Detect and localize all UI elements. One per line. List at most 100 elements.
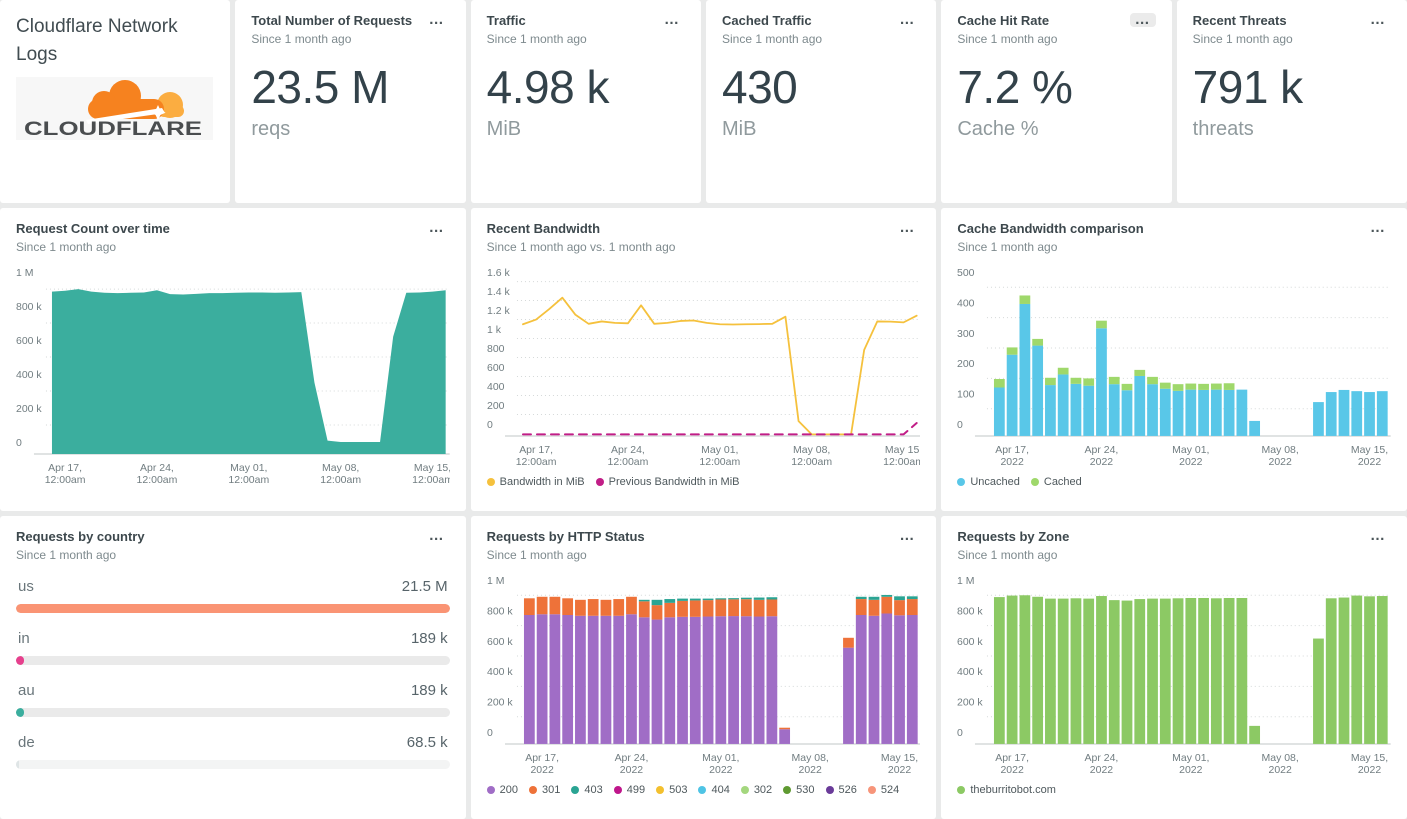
legend-label: Cached: [1043, 476, 1082, 489]
svg-text:2022: 2022: [1179, 765, 1202, 776]
stat-unit: Cache %: [957, 118, 1039, 141]
legend-item-403[interactable]: 403: [571, 784, 603, 796]
country-row-us: us 21.5 M: [16, 578, 450, 614]
country-bar-track: [16, 656, 450, 666]
panel-subtitle: Since 1 month ago: [16, 548, 117, 563]
panel-title: Recent Threats: [1192, 13, 1287, 28]
legend-dot: [957, 478, 966, 487]
svg-text:500: 500: [957, 268, 975, 279]
panel-subtitle: Since 1 month ago: [1192, 32, 1293, 47]
legend-item-404[interactable]: 404: [698, 784, 730, 796]
legend-item-499[interactable]: 499: [613, 784, 646, 797]
panel-title: Traffic: [486, 13, 526, 28]
legend-item-uncached[interactable]: Uncached: [957, 476, 1020, 488]
panel-subtitle: Since 1 month ago: [721, 32, 823, 47]
legend-item-cached[interactable]: Cached: [1030, 476, 1082, 489]
svg-text:200 k: 200 k: [487, 698, 513, 709]
legend-item-theburritobot-com[interactable]: theburritobot.com: [957, 784, 1056, 796]
legend-label: 503: [669, 784, 688, 797]
panel-subtitle: Since 1 month ago: [957, 548, 1058, 563]
legend-item-530[interactable]: 530: [783, 784, 815, 796]
svg-text:12:00am: 12:00am: [412, 475, 450, 486]
svg-text:800 k: 800 k: [487, 607, 513, 618]
svg-text:Apr 24,: Apr 24,: [614, 753, 648, 764]
stat-value: 7.2 %: [957, 61, 1073, 114]
svg-text:2022: 2022: [1001, 765, 1024, 776]
svg-text:800 k: 800 k: [957, 607, 983, 618]
panel-subtitle: Since 1 month ago: [251, 32, 352, 47]
svg-text:Apr 17,: Apr 17,: [519, 445, 553, 456]
legend-dot: [595, 478, 604, 487]
country-bar-track: [16, 604, 450, 614]
svg-text:Apr 17,: Apr 17,: [996, 445, 1030, 456]
country-bar-fill: [16, 656, 24, 666]
svg-text:600: 600: [487, 363, 505, 374]
stat-unit: MiB: [721, 118, 757, 141]
panel-menu-icon[interactable]: …: [1369, 527, 1386, 544]
svg-text:400: 400: [487, 382, 505, 393]
requests-by-zone-legend: theburritobot.com: [957, 784, 1391, 796]
country-rows: us 21.5 M in 189 k au 189 k de 68.5 k: [16, 578, 450, 770]
country-row-in: in 189 k: [16, 630, 450, 666]
panel-menu-icon[interactable]: …: [1369, 11, 1386, 28]
panel-menu-icon[interactable]: …: [899, 11, 916, 28]
legend-item-524[interactable]: 524: [867, 784, 899, 796]
svg-text:0: 0: [957, 728, 963, 739]
panel-title: Requests by HTTP Status: [486, 529, 645, 544]
panel-menu-icon[interactable]: …: [899, 219, 916, 236]
svg-text:1.2 k: 1.2 k: [487, 306, 510, 317]
legend-item-526[interactable]: 526: [825, 784, 857, 796]
legend-dot: [867, 786, 876, 795]
legend-label: Uncached: [970, 476, 1020, 489]
svg-text:200: 200: [957, 359, 975, 370]
panel-menu-icon[interactable]: …: [663, 11, 680, 28]
legend-label: 499: [626, 784, 646, 797]
panel-menu-icon[interactable]: …: [899, 527, 916, 544]
svg-text:Apr 24,: Apr 24,: [140, 463, 174, 474]
svg-text:200 k: 200 k: [16, 404, 42, 415]
country-value: 21.5 M: [401, 578, 448, 596]
country-bar-track: [16, 708, 450, 718]
panel-menu-icon[interactable]: …: [428, 219, 445, 236]
country-value: 189 k: [410, 630, 448, 648]
panel-menu-icon[interactable]: …: [1369, 219, 1386, 236]
svg-text:12:00am: 12:00am: [883, 457, 921, 468]
country-value: 68.5 k: [406, 734, 448, 752]
legend-item-302[interactable]: 302: [740, 784, 772, 796]
country-bar-track: [16, 760, 450, 770]
legend-label: 200: [499, 784, 519, 797]
legend-item-bandwidth-in-mib[interactable]: Bandwidth in MiB: [486, 476, 585, 488]
country-bar-fill: [16, 760, 19, 770]
svg-text:Apr 17,: Apr 17,: [48, 463, 82, 474]
panel-title: Request Count over time: [16, 221, 170, 236]
svg-text:Apr 24,: Apr 24,: [1085, 445, 1119, 456]
panel-menu-icon[interactable]: …: [428, 11, 445, 28]
panel-subtitle: Since 1 month ago: [486, 548, 587, 563]
legend-item-503[interactable]: 503: [656, 784, 687, 796]
panel-cached-traffic: Cached Traffic Since 1 month ago … 430 M…: [705, 0, 937, 203]
svg-text:Apr 17,: Apr 17,: [525, 753, 559, 764]
svg-text:2022: 2022: [530, 765, 553, 776]
svg-text:Apr 24,: Apr 24,: [1085, 753, 1119, 764]
panel-subtitle: Since 1 month ago: [957, 240, 1058, 255]
svg-text:2022: 2022: [1358, 765, 1381, 776]
country-label: us: [18, 578, 34, 596]
svg-text:1 M: 1 M: [16, 268, 33, 279]
panel-dashboard-header: Cloudflare Network Logs CLOUDFLARE: [0, 0, 231, 203]
legend-item-200[interactable]: 200: [486, 784, 519, 797]
svg-text:1 M: 1 M: [487, 576, 504, 587]
legend-item-301[interactable]: 301: [529, 784, 560, 796]
legend-dot: [529, 786, 538, 795]
panel-menu-icon[interactable]: …: [1129, 12, 1156, 27]
panel-menu-icon[interactable]: …: [428, 527, 445, 544]
svg-text:Apr 17,: Apr 17,: [996, 753, 1030, 764]
legend-item-previous-bandwidth-in-mib[interactable]: Previous Bandwidth in MiB: [595, 476, 740, 488]
country-row-au: au 189 k: [16, 682, 450, 718]
svg-text:300: 300: [957, 329, 975, 340]
svg-text:100: 100: [957, 390, 975, 401]
